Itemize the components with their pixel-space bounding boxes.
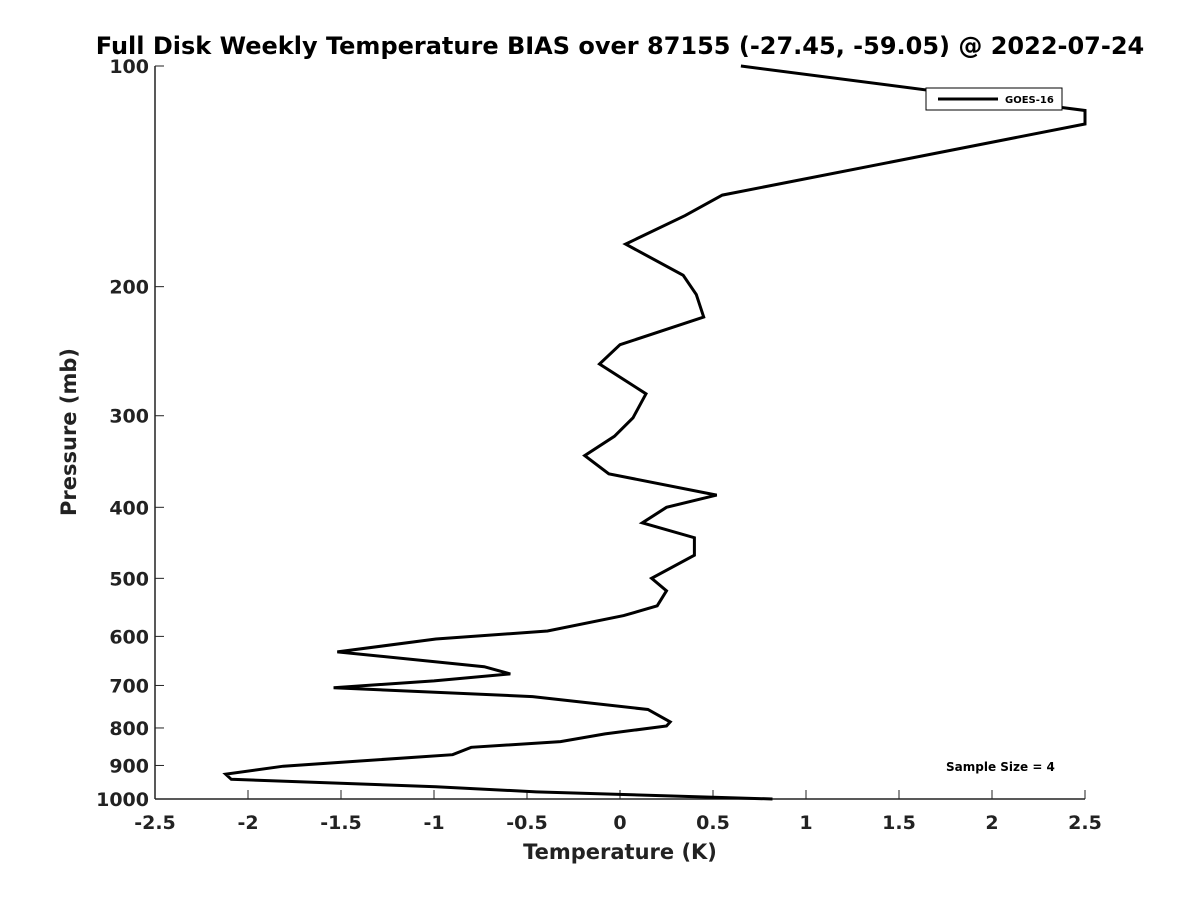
legend: GOES-16 [925, 87, 1063, 111]
x-tick-label: 1 [799, 812, 812, 834]
x-axis-label: Temperature (K) [523, 840, 717, 864]
x-tick-label: -2 [237, 812, 258, 834]
y-tick-label: 400 [109, 497, 149, 519]
chart-title: Full Disk Weekly Temperature BIAS over 8… [96, 32, 1144, 60]
y-tick-label: 500 [109, 568, 149, 590]
legend-label-goes-16: GOES-16 [1005, 95, 1054, 106]
x-tick-label: -2.5 [134, 812, 176, 834]
y-tick-label: 1000 [96, 789, 149, 811]
y-tick-label: 700 [109, 675, 149, 697]
x-tick-label: 2.5 [1068, 812, 1102, 834]
y-tick-label: 200 [109, 277, 149, 299]
x-tick-label: 0 [613, 812, 626, 834]
x-tick-label: -1 [423, 812, 444, 834]
x-tick-label: 1.5 [882, 812, 916, 834]
x-axis: -2.5 -2 -1.5 -1 -0.5 0 0.5 1 1.5 2 2.5 [134, 790, 1102, 834]
y-tick-label: 600 [109, 626, 149, 648]
x-tick-label: 2 [985, 812, 998, 834]
series-line-goes-16 [222, 64, 1087, 801]
y-axis-label: Pressure (mb) [57, 348, 81, 516]
x-tick-label: -0.5 [506, 812, 548, 834]
series-layer [222, 64, 1087, 801]
y-tick-label: 900 [109, 755, 149, 777]
x-tick-label: -1.5 [320, 812, 362, 834]
y-axis: 100 200 300 400 500 600 700 800 900 1000 [96, 56, 164, 811]
y-tick-label: 300 [109, 406, 149, 428]
x-tick-label: 0.5 [696, 812, 730, 834]
y-tick-label: 100 [109, 56, 149, 78]
y-tick-label: 800 [109, 718, 149, 740]
sample-size-annotation: Sample Size = 4 [946, 760, 1055, 774]
